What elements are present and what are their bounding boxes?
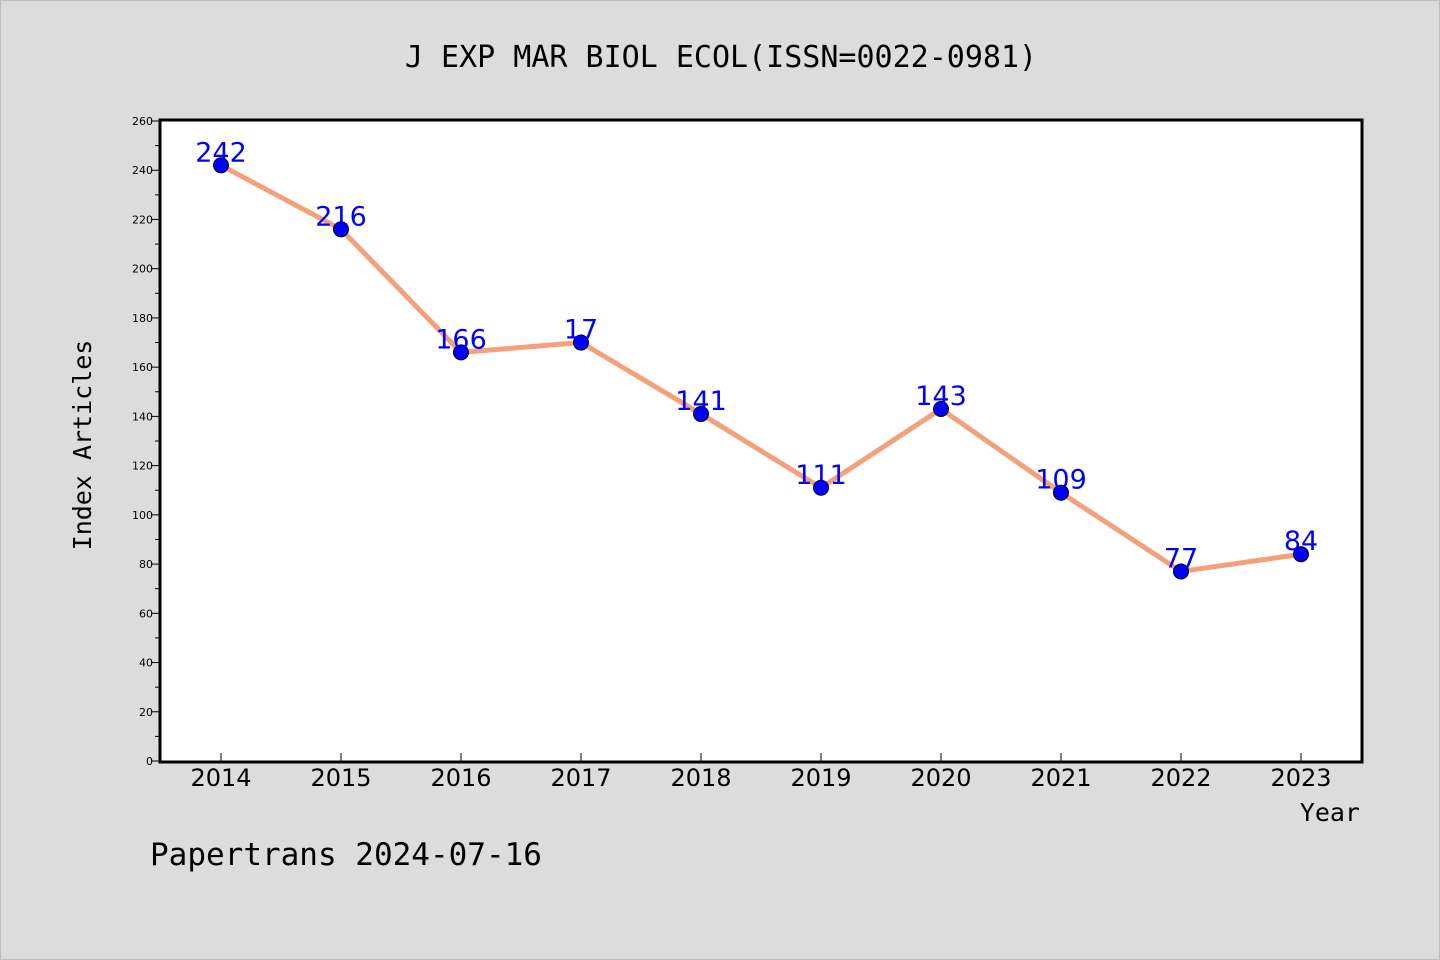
x-tick-label: 2019 [790,764,851,792]
y-tick-label: 220 [132,213,153,226]
data-label: 166 [435,324,487,355]
y-tick-label: 20 [139,706,153,719]
x-axis: 2014 2015 2016 2017 2018 2019 2020 2021 2022 2023 [190,753,1332,792]
x-tick-label: 2014 [190,764,251,792]
data-point [813,479,829,496]
y-tick-label: 140 [132,410,153,423]
y-tick-label: 60 [139,607,153,620]
x-tick-label: 2023 [1270,764,1331,792]
data-point [213,157,229,174]
y-tick-label: 260 [132,115,153,128]
chart-title: J EXP MAR BIOL ECOL(ISSN=0022-0981) [405,40,1037,75]
data-point [933,401,949,417]
data-point [453,344,469,361]
x-tick-label: 2018 [670,764,731,792]
y-axis: 0 20 40 60 80 100 120 140 160 180 200 220 240 260 [132,115,160,768]
y-tick-label: 180 [132,312,153,325]
data-label: 242 [195,137,247,168]
data-label: 216 [315,201,367,232]
y-tick-label: 40 [139,657,153,670]
y-tick-label: 80 [139,558,153,571]
y-tick-label: 100 [132,509,153,522]
data-point [573,334,589,351]
data-label: 109 [1035,465,1087,496]
y-tick-label: 0 [146,755,153,768]
x-tick-label: 2022 [1150,764,1211,792]
y-tick-label: 160 [132,361,153,374]
data-label: 17 [564,315,598,346]
y-tick-label: 120 [132,460,153,473]
data-point [1173,563,1189,580]
footer-watermark: Papertrans 2024-07-16 [150,837,542,873]
y-tick-label: 200 [132,263,153,276]
y-tick-label: 240 [132,164,153,177]
data-label: 84 [1284,526,1318,557]
data-point [1053,484,1069,501]
data-point [333,221,349,238]
data-label: 143 [915,381,967,412]
x-tick-label: 2021 [1030,764,1091,792]
series-layer: 242 216 166 17 141 111 143 109 77 84 [195,137,1318,580]
data-label: 141 [675,386,727,417]
y-axis-label: Index Articles [68,340,97,551]
data-point [1293,546,1309,563]
x-tick-label: 2020 [910,764,971,792]
plot-area [158,118,1364,764]
x-tick-label: 2016 [430,764,491,792]
series-line [218,162,1304,574]
x-tick-label: 2015 [310,764,371,792]
x-axis-label: Year [1300,798,1360,827]
x-tick-label: 2017 [550,764,611,792]
data-label: 77 [1164,543,1198,574]
data-point [693,405,709,422]
data-label: 111 [795,460,847,491]
